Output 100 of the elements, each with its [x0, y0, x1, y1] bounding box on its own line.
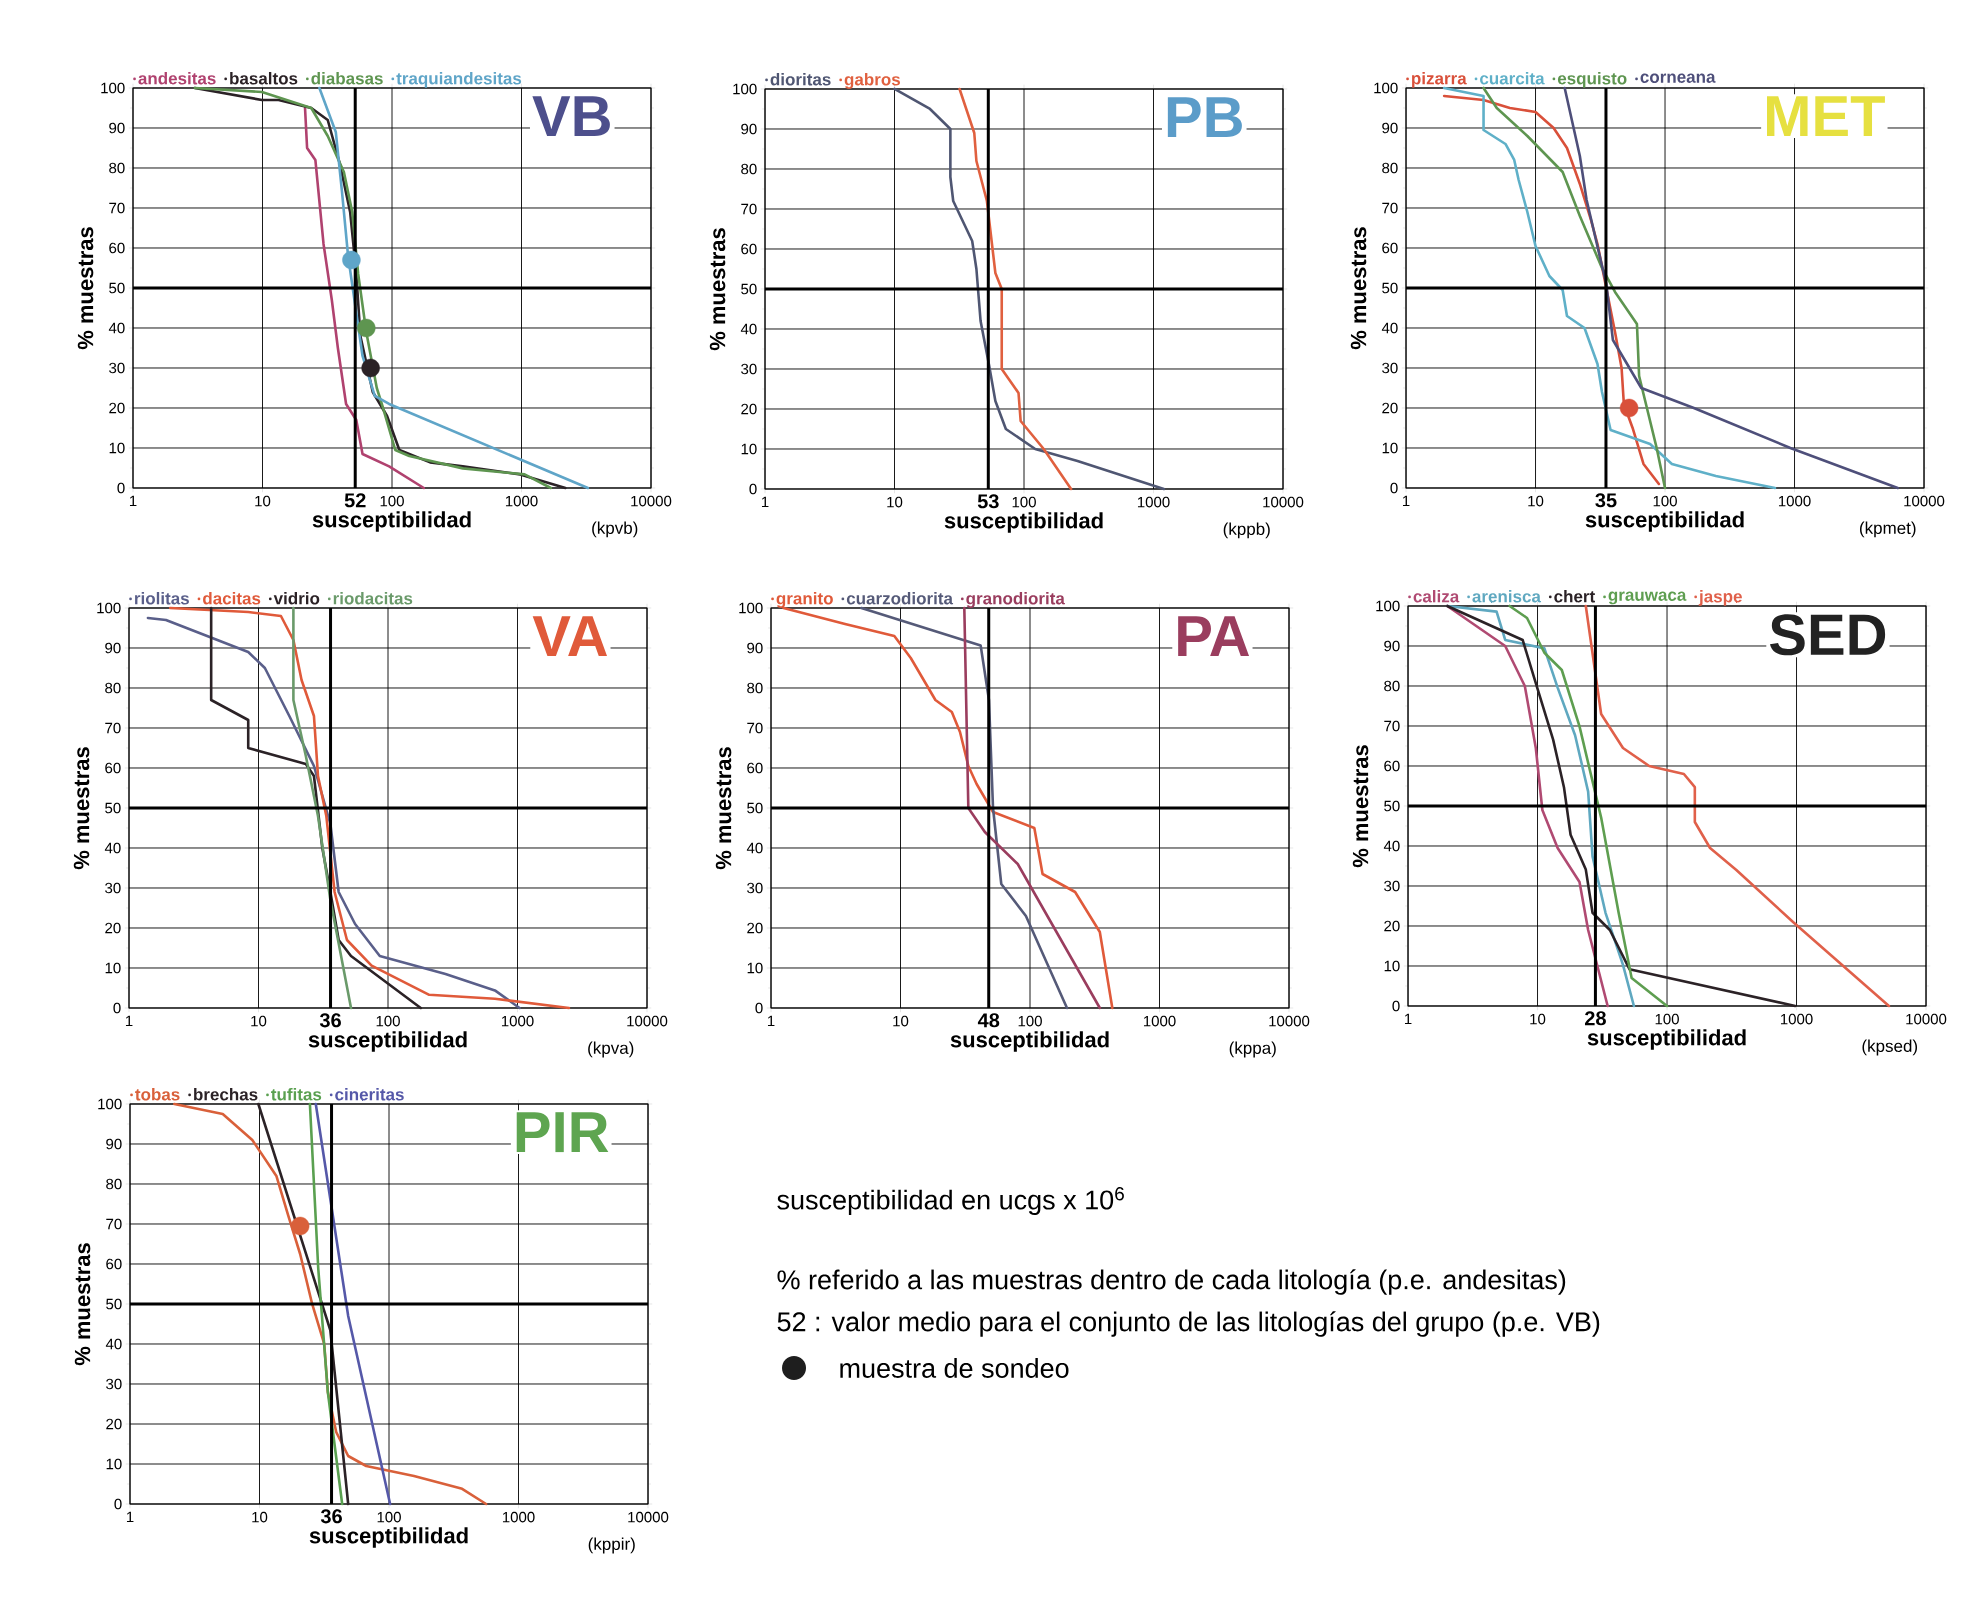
- chart-title: PIR: [516, 1112, 609, 1153]
- y-tick-label: 20: [741, 403, 757, 415]
- y-tick-label: 20: [109, 402, 125, 414]
- y-tick-label: 100: [733, 83, 757, 95]
- y-tick-label: 30: [741, 363, 757, 375]
- ref-line-label: 28: [1584, 1011, 1606, 1026]
- x-tick-label: 1000: [502, 1511, 535, 1523]
- x-tick-label: 1000: [1778, 495, 1811, 507]
- legend-label: riodacitas: [333, 591, 413, 605]
- y-axis-title: % muestras: [73, 747, 90, 870]
- y-tick-label: 70: [747, 722, 763, 734]
- y-tick-label: 20: [106, 1418, 122, 1430]
- legend-label: caliza: [1413, 589, 1460, 603]
- legend-label: riolitas: [135, 591, 189, 605]
- y-axis-title: % muestras: [74, 1243, 91, 1366]
- ref-line-label: 53: [977, 494, 999, 509]
- y-tick-label: 30: [1384, 880, 1400, 892]
- x-tick-label: 100: [376, 1015, 400, 1027]
- x-axis-title: susceptibilidad: [950, 1031, 1109, 1052]
- text: % referido a las muestras dentro de cada litología (p.e. andesitas): [777, 1269, 1566, 1295]
- legend-label: grauwaca: [1608, 591, 1687, 605]
- text: (kpva): [588, 1041, 634, 1058]
- legend-label: andesitas: [138, 71, 216, 85]
- y-tick-label: 0: [755, 1002, 763, 1014]
- legend-label: gabros: [844, 72, 900, 89]
- y-tick-label: 90: [105, 642, 121, 654]
- y-tick-label: 20: [105, 922, 121, 934]
- y-tick-label: 10: [105, 962, 121, 974]
- y-axis-title: % muestras: [1352, 745, 1369, 868]
- text: (kppir): [588, 1537, 635, 1554]
- y-tick-label: 60: [1384, 760, 1400, 772]
- y-tick-label: 40: [740, 323, 757, 335]
- x-tick-label: 10000: [1904, 495, 1945, 507]
- x-tick-label: 10: [1530, 1013, 1546, 1025]
- y-tick-label: 60: [747, 762, 763, 774]
- legend-label: corneana: [1640, 73, 1716, 83]
- legend-label: muestra de sondeo: [840, 1358, 1069, 1378]
- chart-title: SED: [1769, 614, 1886, 656]
- x-tick-label: 100: [1012, 496, 1036, 508]
- ref-line-label: 35: [1595, 493, 1617, 508]
- legend-label: chert: [1554, 589, 1595, 603]
- y-tick-label: 30: [1382, 362, 1398, 374]
- x-axis-title: susceptibilidad: [309, 1527, 468, 1548]
- x-tick-label: 10000: [1263, 496, 1304, 508]
- y-tick-label: 0: [749, 483, 757, 495]
- x-tick-label: 1000: [1780, 1013, 1813, 1025]
- y-tick-label: 70: [109, 202, 125, 214]
- y-tick-label: 80: [109, 162, 125, 174]
- y-tick-label: 70: [106, 1218, 122, 1230]
- y-tick-label: 70: [105, 722, 121, 734]
- x-axis-title: susceptibilidad: [1585, 511, 1744, 532]
- x-tick-label: 10000: [627, 1015, 668, 1027]
- chart-title: VB: [532, 96, 610, 137]
- y-tick-label: 80: [1384, 680, 1400, 692]
- y-tick-label: 50: [106, 1298, 122, 1310]
- y-tick-label: 30: [109, 362, 125, 374]
- x-tick-label: 1000: [505, 495, 538, 507]
- legend-label: tobas: [135, 1087, 180, 1101]
- y-tick-label: 80: [105, 682, 121, 694]
- text: susceptibilidad en ucgs x 10$^{6}$: [777, 1187, 1124, 1215]
- y-tick-label: 100: [1374, 82, 1398, 94]
- y-tick-label: 70: [1384, 720, 1400, 732]
- y-tick-label: 90: [747, 642, 763, 654]
- y-tick-label: 60: [1382, 242, 1398, 254]
- y-tick-label: 20: [1384, 920, 1400, 932]
- x-tick-label: 1: [129, 495, 137, 507]
- y-tick-label: 40: [1381, 322, 1398, 334]
- legend-label: cuarcita: [1480, 71, 1545, 85]
- legend-label: dioritas: [770, 72, 831, 86]
- y-tick-label: 90: [1384, 640, 1400, 652]
- x-tick-label: 1000: [1143, 1015, 1176, 1027]
- chart-title: VA: [532, 616, 608, 657]
- y-tick-label: 100: [98, 1098, 122, 1110]
- y-tick-label: 50: [1382, 282, 1398, 294]
- legend-label: traquiandesitas: [396, 71, 522, 88]
- x-axis-title: susceptibilidad: [1587, 1029, 1746, 1050]
- chart-title: MET: [1767, 96, 1885, 137]
- y-tick-label: 50: [741, 283, 757, 295]
- legend-label: granito: [776, 591, 833, 608]
- x-tick-label: 1: [1404, 1013, 1412, 1025]
- text: (kppa): [1229, 1041, 1276, 1058]
- legend-label: granodiorita: [966, 591, 1065, 608]
- y-tick-label: 50: [747, 802, 763, 814]
- y-tick-label: 100: [101, 82, 125, 94]
- x-tick-label: 1: [767, 1015, 775, 1027]
- x-tick-label: 10: [893, 1015, 909, 1027]
- y-tick-label: 70: [1382, 202, 1398, 214]
- x-tick-label: 1: [125, 1015, 133, 1027]
- legend-label: jaspe: [1698, 589, 1742, 606]
- y-tick-label: 20: [1382, 402, 1398, 414]
- y-tick-label: 40: [1383, 840, 1400, 852]
- x-tick-label: 10: [255, 495, 271, 507]
- y-tick-label: 10: [109, 442, 125, 454]
- y-tick-label: 0: [117, 482, 125, 494]
- y-tick-label: 10: [747, 962, 763, 974]
- y-tick-label: 0: [1390, 482, 1398, 494]
- y-tick-label: 40: [108, 322, 125, 334]
- y-tick-label: 30: [105, 882, 121, 894]
- legend-label: basaltos: [230, 71, 298, 85]
- x-tick-label: 1: [761, 496, 769, 508]
